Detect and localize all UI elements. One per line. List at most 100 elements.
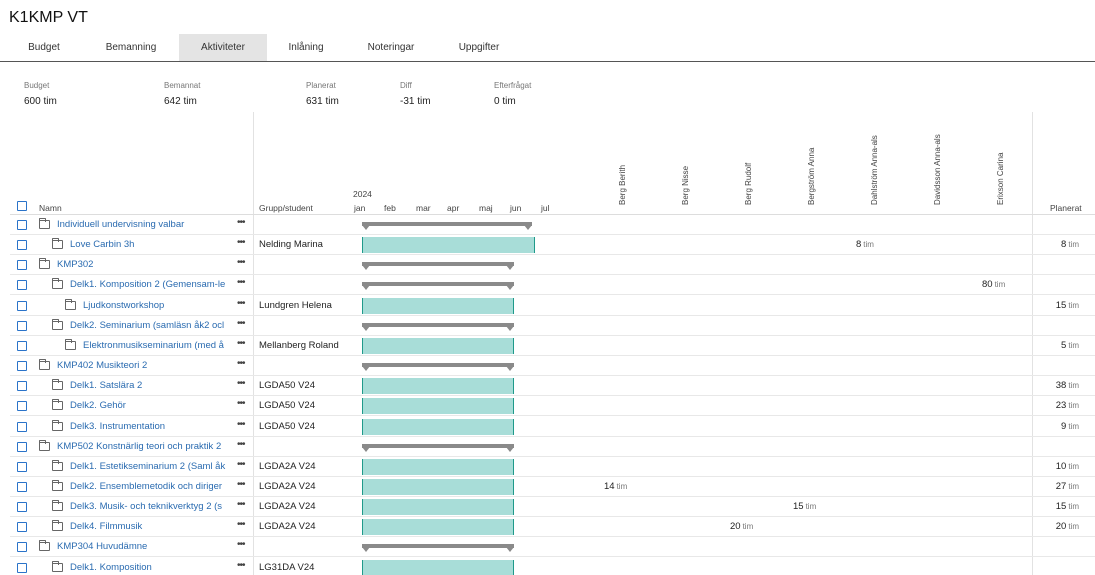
more-options-icon[interactable]: ••• [237, 559, 245, 571]
activity-name[interactable]: KMP304 Huvudämne [57, 541, 148, 553]
column-header-person[interactable]: Berg Rudolf [744, 162, 753, 205]
row-checkbox[interactable] [17, 361, 27, 372]
table-row[interactable]: Delk3. Instrumentation ••• LGDA50 V24 9 tim [10, 417, 1095, 437]
more-options-icon[interactable]: ••• [237, 499, 245, 511]
activity-name[interactable]: Elektronmusikseminarium (med å [83, 339, 224, 351]
row-checkbox[interactable] [17, 401, 27, 412]
timeline-bar[interactable] [362, 337, 515, 354]
activity-name[interactable]: Delk1. Komposition 2 (Gemensam-le [70, 279, 226, 291]
more-options-icon[interactable]: ••• [237, 358, 245, 370]
activity-name[interactable]: Delk1. Estetikseminarium 2 (Saml åk [70, 460, 226, 472]
row-checkbox[interactable] [17, 220, 27, 230]
column-header-group[interactable]: Grupp/student [259, 203, 313, 213]
timeline-bar[interactable] [362, 237, 535, 254]
row-checkbox[interactable] [17, 502, 27, 513]
more-options-icon[interactable]: ••• [237, 337, 245, 349]
table-row[interactable]: Delk1. Satslära 2 ••• LGDA50 V24 38 tim [10, 376, 1095, 397]
more-options-icon[interactable]: ••• [237, 539, 245, 551]
table-row[interactable]: Delk4. Filmmusik ••• LGDA2A V24 20 tim 20 tim [10, 517, 1095, 538]
table-row[interactable]: Ljudkonstworkshop ••• Lundgren Helena 15 tim [10, 296, 1095, 316]
row-checkbox[interactable] [17, 280, 27, 291]
row-checkbox[interactable] [17, 320, 27, 331]
more-options-icon[interactable]: ••• [237, 418, 245, 430]
row-checkbox[interactable] [17, 300, 27, 311]
more-options-icon[interactable]: ••• [237, 478, 245, 490]
more-options-icon[interactable]: ••• [237, 438, 245, 450]
timeline-bar[interactable] [362, 297, 515, 314]
activity-name[interactable]: KMP502 Konstnärlig teori och praktik 2 [57, 440, 222, 452]
table-row[interactable]: Elektronmusikseminarium (med å ••• Mellanb… [10, 336, 1095, 356]
column-header-name[interactable]: Namn [39, 203, 62, 213]
row-checkbox[interactable] [17, 542, 27, 553]
tab-budget[interactable]: Budget [28, 42, 60, 53]
activity-name[interactable]: Delk4. Filmmusik [70, 521, 143, 533]
timeline-bar[interactable] [362, 499, 515, 516]
table-row[interactable]: Delk2. Seminarium (samläsn åk2 ocl ••• [10, 316, 1095, 336]
column-header-person[interactable]: Berg Berith [618, 164, 627, 205]
tab-inlåning[interactable]: Inlåning [288, 42, 324, 53]
row-checkbox[interactable] [17, 562, 27, 573]
more-options-icon[interactable]: ••• [237, 378, 245, 390]
column-header-person[interactable]: Berg Nisse [681, 165, 690, 205]
activity-name[interactable]: Love Carbin 3h [70, 239, 135, 251]
timeline-bar[interactable] [362, 559, 515, 575]
table-row[interactable]: KMP502 Konstnärlig teori och praktik 2 ••… [10, 437, 1095, 457]
more-options-icon[interactable]: ••• [237, 257, 245, 269]
row-checkbox[interactable] [17, 240, 27, 251]
timeline-bar[interactable] [362, 378, 515, 395]
more-options-icon[interactable]: ••• [237, 519, 245, 531]
more-options-icon[interactable]: ••• [237, 277, 245, 289]
table-row[interactable]: Delk3. Musik- och teknikverktyg 2 (s ••• L… [10, 497, 1095, 518]
timeline-bar[interactable] [362, 458, 515, 475]
more-options-icon[interactable]: ••• [237, 317, 245, 329]
table-row[interactable]: Individuell undervisning valbar ••• [10, 215, 1095, 235]
column-header-person[interactable]: Dahlström Anna-als [870, 135, 879, 205]
activity-name[interactable]: KMP302 [57, 259, 94, 271]
table-row[interactable]: KMP402 Musikteori 2 ••• [10, 356, 1095, 377]
row-checkbox[interactable] [17, 481, 27, 492]
row-checkbox[interactable] [17, 441, 27, 452]
table-row[interactable]: Love Carbin 3h ••• Nelding Marina 8 tim 8 tim [10, 235, 1095, 256]
tab-aktiviteter[interactable]: Aktiviteter [179, 34, 267, 61]
column-header-person[interactable]: Erixson Carina [996, 152, 1005, 205]
table-row[interactable]: Delk1. Komposition ••• LG31DA V24 [10, 558, 1095, 575]
table-row[interactable]: Delk1. Estetikseminarium 2 (Saml åk ••• LG… [10, 457, 1095, 477]
activity-name[interactable]: KMP402 Musikteori 2 [57, 360, 148, 372]
row-checkbox[interactable] [17, 381, 27, 392]
timeline-bar[interactable] [362, 478, 515, 495]
more-options-icon[interactable]: ••• [237, 398, 245, 410]
more-options-icon[interactable]: ••• [237, 217, 245, 228]
table-row[interactable]: Delk1. Komposition 2 (Gemensam-le ••• 80 ti… [10, 275, 1095, 296]
activity-name[interactable]: Ljudkonstworkshop [83, 299, 165, 311]
activity-name[interactable]: Delk2. Gehör [70, 400, 126, 412]
column-header-person[interactable]: Davidsson Anna-als [933, 134, 942, 205]
table-row[interactable]: KMP304 Huvudämne ••• [10, 537, 1095, 558]
activity-name[interactable]: Delk1. Komposition [70, 561, 152, 573]
row-checkbox[interactable] [17, 260, 27, 271]
column-header-planned[interactable]: Planerat [1050, 203, 1082, 213]
table-row[interactable]: Delk2. Gehör ••• LGDA50 V24 23 tim [10, 396, 1095, 417]
tab-uppgifter[interactable]: Uppgifter [458, 42, 500, 53]
activity-name[interactable]: Delk3. Instrumentation [70, 420, 166, 432]
column-header-person[interactable]: Bergström Anna [807, 147, 816, 205]
more-options-icon[interactable]: ••• [237, 297, 245, 309]
more-options-icon[interactable]: ••• [237, 458, 245, 470]
timeline-bar[interactable] [362, 418, 515, 435]
tab-noteringar[interactable]: Noteringar [367, 42, 415, 53]
activity-name[interactable]: Delk3. Musik- och teknikverktyg 2 (s [70, 501, 223, 513]
row-checkbox[interactable] [17, 461, 27, 472]
row-checkbox[interactable] [17, 421, 27, 432]
row-checkbox[interactable] [17, 522, 27, 533]
activity-name[interactable]: Delk2. Ensemblemetodik och diriger [70, 480, 223, 492]
activity-name[interactable]: Delk2. Seminarium (samläsn åk2 ocl [70, 319, 225, 331]
activity-name[interactable]: Delk1. Satslära 2 [70, 380, 143, 392]
select-all-checkbox[interactable] [17, 201, 27, 211]
activity-name[interactable]: Individuell undervisning valbar [57, 219, 185, 230]
table-row[interactable]: Delk2. Ensemblemetodik och diriger ••• LGD… [10, 477, 1095, 497]
tab-bemanning[interactable]: Bemanning [105, 42, 157, 53]
more-options-icon[interactable]: ••• [237, 237, 245, 249]
timeline-bar[interactable] [362, 519, 515, 536]
table-row[interactable]: KMP302 ••• [10, 255, 1095, 276]
timeline-bar[interactable] [362, 398, 515, 415]
row-checkbox[interactable] [17, 340, 27, 351]
